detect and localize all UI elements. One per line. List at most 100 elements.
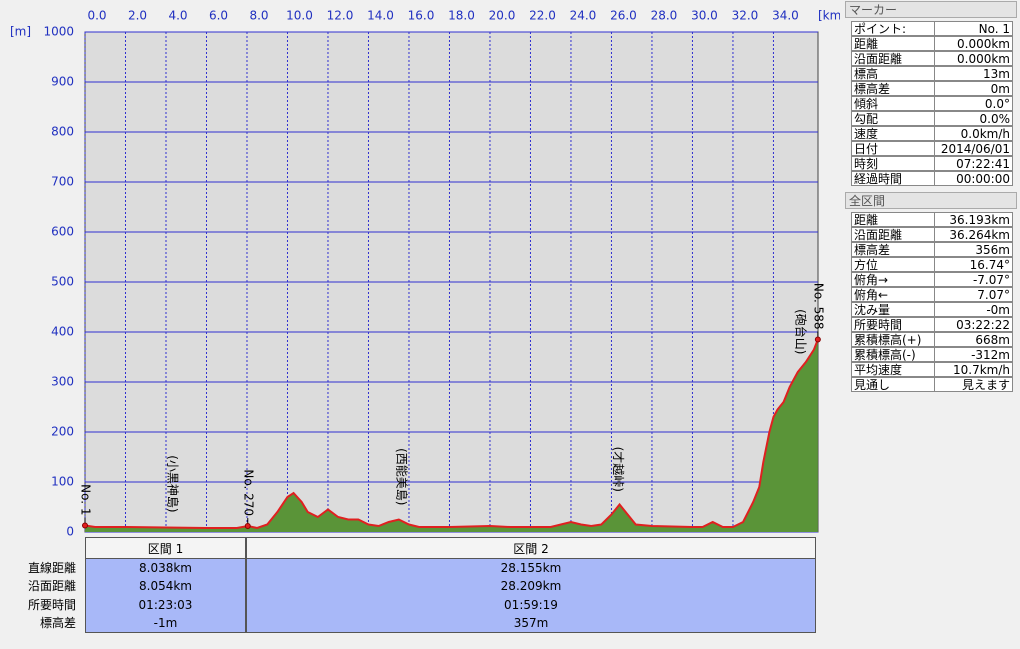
panel-value: 0.0° bbox=[934, 96, 1013, 111]
row-label: 直線距離 bbox=[27, 561, 76, 575]
panel-value: 00:00:00 bbox=[934, 171, 1013, 186]
panel-value: 668m bbox=[934, 332, 1013, 347]
section-header: 区間 2 bbox=[246, 537, 816, 559]
section-value: 01:59:19 bbox=[246, 595, 816, 615]
panel-value: 0m bbox=[934, 81, 1013, 96]
panel-key: 沿面距離 bbox=[851, 51, 935, 66]
panel-value: 見えます bbox=[934, 377, 1013, 392]
annotation: (砲台山) bbox=[793, 309, 808, 354]
section-value: 28.155km bbox=[246, 559, 816, 579]
x-tick-label: 4.0 bbox=[168, 9, 187, 23]
x-tick-label: 34.0 bbox=[772, 9, 799, 23]
x-tick-label: 6.0 bbox=[209, 9, 228, 23]
panel-value: 0.0% bbox=[934, 111, 1013, 126]
panel-value: 16.74° bbox=[934, 257, 1013, 272]
y-tick-label: 400 bbox=[51, 325, 74, 339]
panel-key: ポイント: bbox=[851, 21, 935, 36]
panel-key: 勾配 bbox=[851, 111, 935, 126]
section-value: 01:23:03 bbox=[85, 595, 246, 615]
marker-label: No. 1 bbox=[79, 484, 93, 515]
x-tick-label: 12.0 bbox=[327, 9, 354, 23]
panel-title: マーカー bbox=[845, 1, 1017, 18]
panel-key: 距離 bbox=[851, 36, 935, 51]
row-label: 沿面距離 bbox=[27, 579, 76, 594]
y-unit: [m] bbox=[10, 25, 31, 39]
panel-value: 03:22:22 bbox=[934, 317, 1013, 332]
marker-label: No. 270 bbox=[241, 469, 255, 516]
annotation: (才越峠) bbox=[611, 447, 626, 492]
marker-label: No. 588 bbox=[811, 283, 825, 330]
section-value: 28.209km bbox=[246, 577, 816, 597]
panel-value: 10.7km/h bbox=[934, 362, 1013, 377]
panel-value: -0m bbox=[934, 302, 1013, 317]
panel-key: 俯角← bbox=[851, 287, 935, 302]
row-label: 標高差 bbox=[39, 615, 76, 630]
y-tick-label: 900 bbox=[51, 75, 74, 89]
section-value: 357m bbox=[246, 613, 816, 634]
x-tick-label: 30.0 bbox=[691, 9, 718, 23]
x-tick-label: 2.0 bbox=[128, 9, 147, 23]
y-tick-label: 300 bbox=[51, 375, 74, 389]
panel-key: 速度 bbox=[851, 126, 935, 141]
panel-value: 13m bbox=[934, 66, 1013, 81]
y-tick-label: 500 bbox=[51, 275, 74, 289]
panel-value: No. 1 bbox=[934, 21, 1013, 36]
panel-key: 経過時間 bbox=[851, 171, 935, 186]
marker-point bbox=[814, 336, 821, 343]
panel-value: 0.000km bbox=[934, 51, 1013, 66]
section-value: -1m bbox=[85, 613, 246, 634]
panel-key: 時刻 bbox=[851, 156, 935, 171]
x-tick-label: 0.0 bbox=[87, 9, 106, 23]
panel-value: 0.000km bbox=[934, 36, 1013, 51]
panel-value: 0.0km/h bbox=[934, 126, 1013, 141]
panel-key: 累積標高(-) bbox=[851, 347, 935, 362]
panel-value: 7.07° bbox=[934, 287, 1013, 302]
x-tick-label: 10.0 bbox=[286, 9, 313, 23]
section-value: 8.038km bbox=[85, 559, 246, 579]
x-tick-label: 18.0 bbox=[448, 9, 475, 23]
panel-key: 標高 bbox=[851, 66, 935, 81]
panel-key: 沈み量 bbox=[851, 302, 935, 317]
marker-point bbox=[82, 522, 88, 529]
y-tick-label: 700 bbox=[51, 175, 74, 189]
y-tick-label: 800 bbox=[51, 125, 74, 139]
y-tick-label: 100 bbox=[51, 475, 74, 489]
panel-key: 俯角→ bbox=[851, 272, 935, 287]
x-tick-label: 28.0 bbox=[651, 9, 678, 23]
panel-value: 356m bbox=[934, 242, 1013, 257]
panel-value: -7.07° bbox=[934, 272, 1013, 287]
y-tick-label: 600 bbox=[51, 225, 74, 239]
annotation: (小黒神島) bbox=[166, 455, 181, 512]
x-tick-label: 20.0 bbox=[489, 9, 516, 23]
panel-key: 距離 bbox=[851, 212, 935, 227]
section-value: 8.054km bbox=[85, 577, 246, 597]
panel-key: 日付 bbox=[851, 141, 935, 156]
x-tick-label: 22.0 bbox=[529, 9, 556, 23]
panel-value: 07:22:41 bbox=[934, 156, 1013, 171]
y-tick-label: 1000 bbox=[43, 25, 74, 39]
panel-key: 累積標高(+) bbox=[851, 332, 935, 347]
panel-key: 所要時間 bbox=[851, 317, 935, 332]
elevation-line bbox=[84, 339, 819, 530]
x-tick-label: 32.0 bbox=[732, 9, 759, 23]
panel-key: 傾斜 bbox=[851, 96, 935, 111]
annotation: (西能美島) bbox=[394, 448, 409, 505]
panel-value: 2014/06/01 bbox=[934, 141, 1013, 156]
panel-key: 沿面距離 bbox=[851, 227, 935, 242]
panel-key: 標高差 bbox=[851, 242, 935, 257]
x-tick-label: 26.0 bbox=[610, 9, 637, 23]
panel-key: 方位 bbox=[851, 257, 935, 272]
y-tick-label: 200 bbox=[51, 425, 74, 439]
x-tick-label: 24.0 bbox=[570, 9, 597, 23]
y-tick-label: 0 bbox=[66, 525, 74, 539]
chart: [m] [km] 0 100 200 300 400 500 600 700 800 900 100… bbox=[10, 9, 840, 539]
x-tick-label: 14.0 bbox=[367, 9, 394, 23]
panel-key: 標高差 bbox=[851, 81, 935, 96]
section-header: 区間 1 bbox=[85, 537, 246, 559]
marker-point bbox=[244, 523, 251, 529]
x-tick-label: 16.0 bbox=[408, 9, 435, 23]
panel-value: 36.193km bbox=[934, 212, 1013, 227]
panel-title: 全区間 bbox=[845, 192, 1017, 209]
panel-key: 平均速度 bbox=[851, 362, 935, 377]
